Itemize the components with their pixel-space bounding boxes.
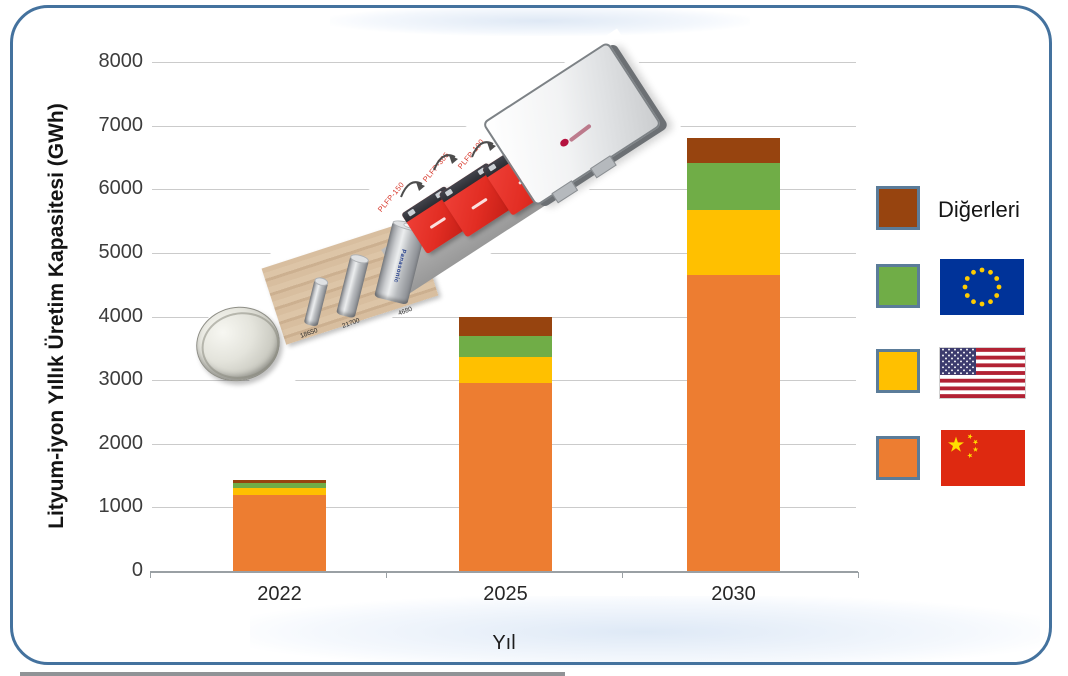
y-tick-label: 4000: [98, 304, 144, 327]
x-axis-line: [150, 571, 858, 573]
x-axis-tick: [386, 572, 387, 578]
x-axis-tick: [622, 572, 623, 578]
cell-terminal: [444, 188, 454, 197]
curved-arrow-icon: [433, 154, 458, 171]
cropped-element-below-frame: [20, 672, 565, 676]
bar-segment-di-erleri: [687, 138, 780, 164]
bar-segment-di-erleri: [459, 316, 552, 336]
bar-segment-us-flag: [687, 210, 780, 276]
legend-swatch-others: [876, 186, 920, 230]
bar-segment-eu-flag: [687, 163, 780, 211]
x-axis-tick: [858, 572, 859, 578]
prismatic-cell-logo: [429, 217, 447, 230]
us-flag-icon: [939, 347, 1026, 399]
bar-segment-china-flag: [687, 275, 780, 571]
bar-segment-eu-flag: [459, 335, 552, 357]
y-tick-label: 7000: [98, 113, 144, 136]
cell-brand-text: Panasonic: [392, 248, 407, 284]
bar-segment-di-erleri: [233, 480, 326, 484]
gridline: [152, 252, 856, 254]
legend-swatch-us: [876, 349, 920, 393]
x-tick-label: 2030: [711, 583, 756, 605]
y-axis-title: Lityum-iyon Yıllık Üretim Kapasitesi (GW…: [45, 103, 68, 529]
gridline: [152, 62, 856, 63]
curved-arrow-icon: [471, 141, 496, 158]
y-tick-label: 6000: [98, 177, 144, 200]
prismatic-cell-logo: [470, 197, 488, 210]
legend-swatch-eu: [876, 264, 920, 308]
y-tick-label: 1000: [98, 495, 144, 518]
y-tick-label: 3000: [98, 368, 144, 391]
bar-segment-us-flag: [233, 488, 326, 495]
bar-segment-china-flag: [233, 494, 326, 571]
pouch-logo-text-blur: [568, 123, 592, 143]
cell-terminal: [407, 208, 416, 217]
y-tick-label: 8000: [98, 50, 144, 72]
x-tick-label: 2022: [257, 583, 302, 605]
y-tick-label: 2000: [98, 431, 144, 454]
x-axis-tick: [150, 572, 151, 578]
cell-terminal: [488, 163, 497, 172]
y-tick-label: 0: [131, 559, 143, 581]
bar-segment-eu-flag: [233, 483, 326, 489]
x-tick-label: 2025: [483, 583, 528, 605]
x-axis-title: Yıl: [492, 632, 516, 654]
legend-swatch-china: [876, 436, 920, 480]
curved-arrow-icon: [400, 181, 425, 198]
eu-flag-icon: [940, 259, 1024, 315]
china-flag-icon: [941, 430, 1025, 486]
bar-segment-china-flag: [459, 383, 552, 571]
y-tick-label: 5000: [98, 240, 144, 263]
legend-label-others: Diğerleri: [938, 197, 1020, 222]
bar-segment-us-flag: [459, 356, 552, 384]
